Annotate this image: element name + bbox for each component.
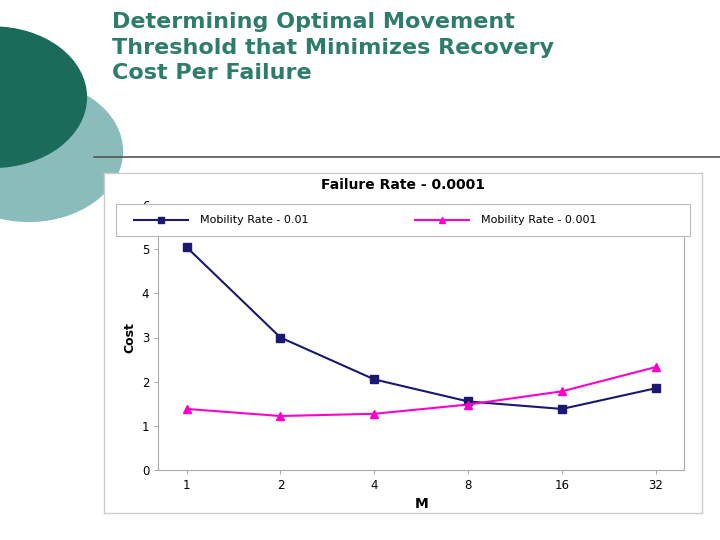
Line: Mobility Rate - 0.01: Mobility Rate - 0.01 xyxy=(182,243,660,413)
Mobility Rate - 0.01 xyxy=(558,406,567,412)
Y-axis label: Cost: Cost xyxy=(123,322,136,353)
Text: Mobility Rate - 0.001: Mobility Rate - 0.001 xyxy=(481,215,596,225)
Mobility Rate - 0.001 xyxy=(464,401,472,408)
Mobility Rate - 0.001 xyxy=(182,406,191,412)
Text: Determining Optimal Movement
Threshold that Minimizes Recovery
Cost Per Failure: Determining Optimal Movement Threshold t… xyxy=(112,12,554,83)
Mobility Rate - 0.001 xyxy=(652,364,660,370)
Mobility Rate - 0.001 xyxy=(276,413,284,419)
Mobility Rate - 0.001 xyxy=(558,388,567,395)
Line: Mobility Rate - 0.001: Mobility Rate - 0.001 xyxy=(182,363,660,420)
Mobility Rate - 0.001 xyxy=(370,410,379,417)
X-axis label: M: M xyxy=(414,497,428,511)
Mobility Rate - 0.01 xyxy=(370,376,379,383)
FancyBboxPatch shape xyxy=(117,204,690,236)
Text: Failure Rate - 0.0001: Failure Rate - 0.0001 xyxy=(321,178,485,192)
Mobility Rate - 0.01 xyxy=(276,334,284,341)
Mobility Rate - 0.01 xyxy=(652,385,660,392)
Mobility Rate - 0.01 xyxy=(464,398,472,404)
Text: Mobility Rate - 0.01: Mobility Rate - 0.01 xyxy=(200,215,308,225)
Mobility Rate - 0.01 xyxy=(182,244,191,251)
